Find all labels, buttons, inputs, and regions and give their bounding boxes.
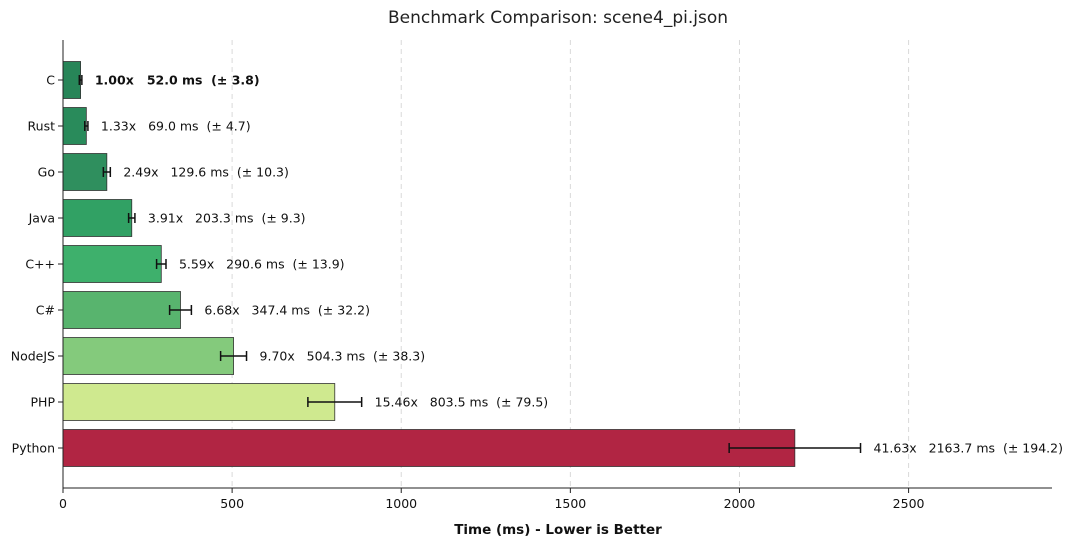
error-bar xyxy=(83,121,89,131)
y-tick-label: Rust xyxy=(28,119,56,134)
bar-nodejs xyxy=(62,337,234,375)
data-label: 6.68x 347.4 ms (± 32.2) xyxy=(204,303,370,318)
y-tick-label: Java xyxy=(28,211,55,226)
data-label: 3.91x 203.3 ms (± 9.3) xyxy=(148,211,306,226)
data-label: 2.49x 129.6 ms (± 10.3) xyxy=(123,165,289,180)
error-bar xyxy=(168,305,193,315)
error-bar xyxy=(219,351,248,361)
chart-title: Benchmark Comparison: scene4_pi.json xyxy=(388,8,728,28)
bar-c xyxy=(62,61,81,99)
data-label: 15.46x 803.5 ms (± 79.5) xyxy=(375,395,549,410)
bar-php xyxy=(62,383,336,421)
bar-rust xyxy=(62,107,87,145)
data-labels: 1.00x 52.0 ms (± 3.8) 1.33x 69.0 ms (± 4.… xyxy=(95,73,1063,456)
x-tick-label: 1000 xyxy=(385,496,417,511)
bar-c- xyxy=(62,291,181,329)
bar-c- xyxy=(62,245,162,283)
error-bar xyxy=(307,397,363,407)
error-bar xyxy=(102,167,112,177)
y-tick-label: PHP xyxy=(31,395,56,410)
error-bar xyxy=(155,259,167,269)
x-tick-label: 500 xyxy=(220,496,244,511)
bar-go xyxy=(62,153,108,191)
data-label: 9.70x 504.3 ms (± 38.3) xyxy=(260,349,426,364)
x-tick-label: 2000 xyxy=(724,496,756,511)
data-label: 1.00x 52.0 ms (± 3.8) xyxy=(95,73,260,88)
data-label: 5.59x 290.6 ms (± 13.9) xyxy=(179,257,345,272)
y-tick-label: C# xyxy=(36,303,55,318)
error-bars xyxy=(78,75,862,453)
error-bar xyxy=(728,443,862,453)
y-tick-label: C++ xyxy=(25,257,55,272)
data-label: 1.33x 69.0 ms (± 4.7) xyxy=(101,119,251,134)
x-tick-label: 0 xyxy=(59,496,67,511)
bar-python xyxy=(62,429,796,467)
error-bar xyxy=(78,75,83,85)
x-tick-label: 1500 xyxy=(554,496,586,511)
y-tick-label: NodeJS xyxy=(11,349,55,364)
y-tick-label: Go xyxy=(38,165,55,180)
x-axis-label: Time (ms) - Lower is Better xyxy=(454,522,662,538)
x-axis-ticks: 0 500 1000 1500 2000 2500 xyxy=(59,488,925,511)
x-tick-label: 2500 xyxy=(893,496,925,511)
bar-java xyxy=(62,199,133,237)
error-bar xyxy=(127,213,136,223)
y-tick-label: C xyxy=(46,73,55,88)
data-label: 41.63x 2163.7 ms (± 194.2) xyxy=(874,441,1063,456)
y-tick-label: Python xyxy=(12,441,55,456)
y-axis-ticks: C Rust Go Java C++ C# NodeJS PHP Python xyxy=(11,73,63,456)
